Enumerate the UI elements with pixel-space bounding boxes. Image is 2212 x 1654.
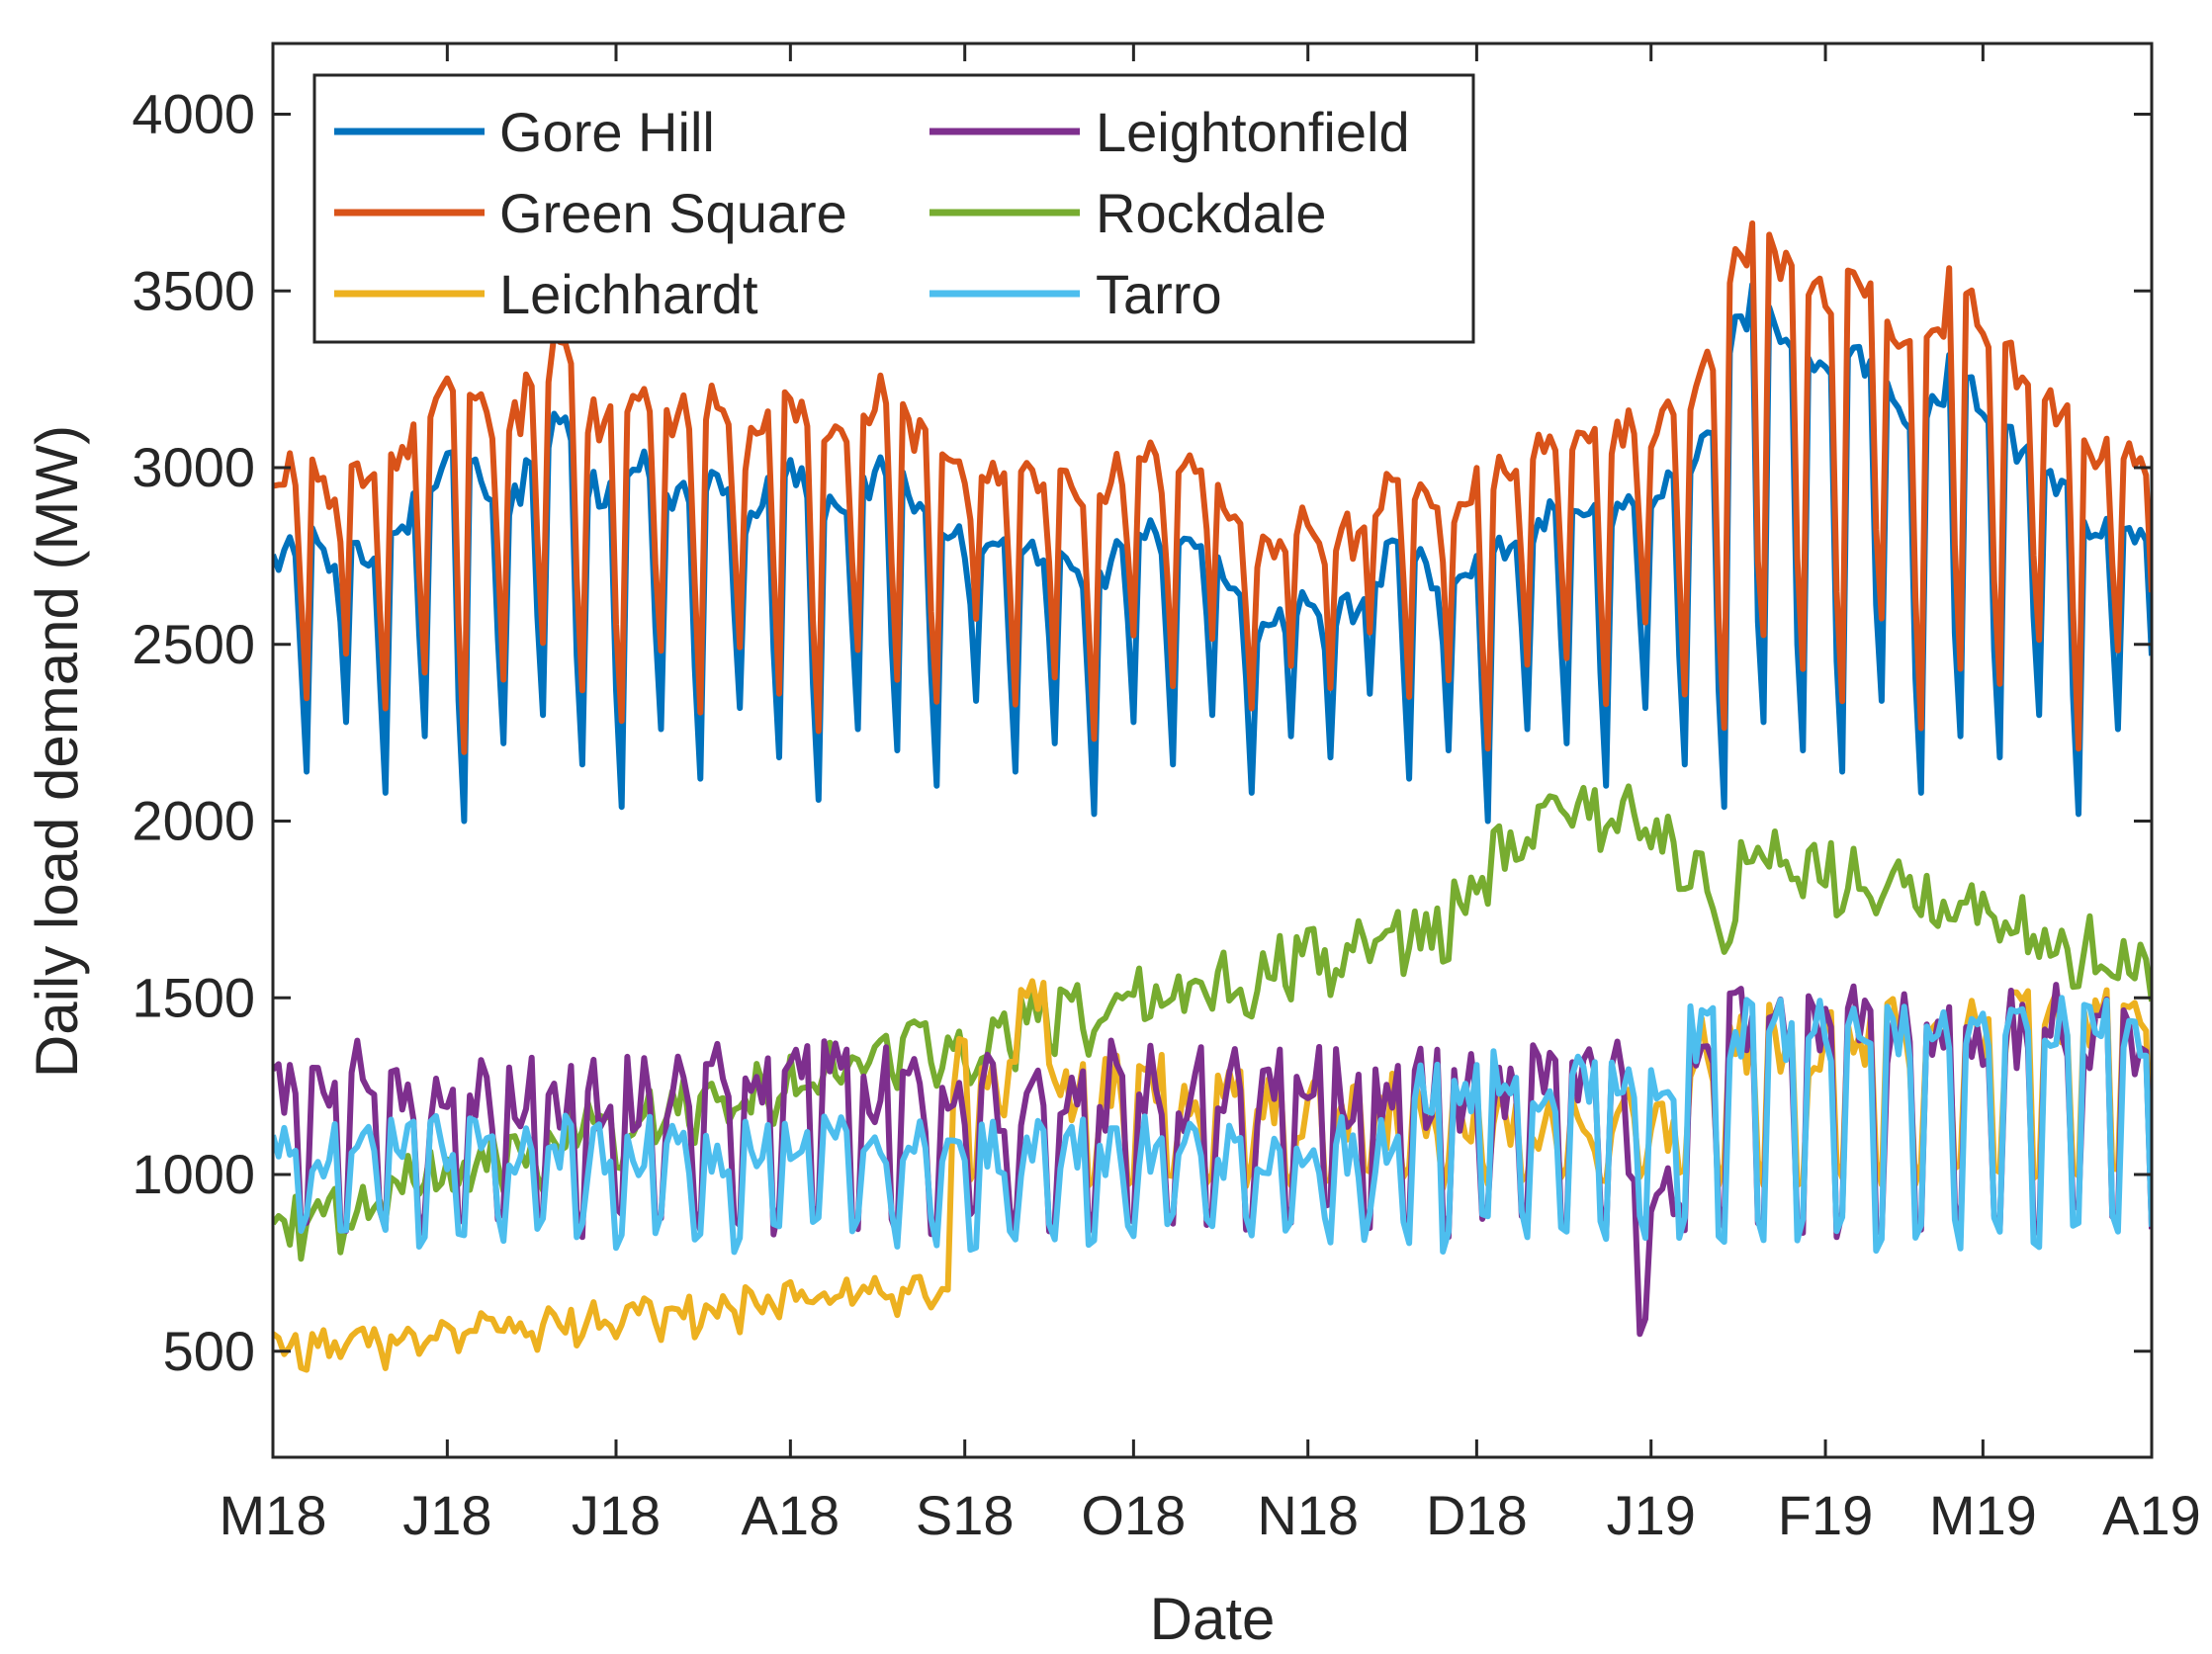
legend-label-tarro: Tarro: [1096, 263, 1222, 325]
legend-label-leichhardt: Leichhardt: [499, 263, 758, 325]
x-tick-label: M18: [220, 1484, 327, 1546]
y-tick-label: 2500: [132, 613, 255, 675]
y-tick-label: 3500: [132, 259, 255, 321]
legend-item-leightonfield: Leightonfield: [929, 101, 1410, 163]
legend-item-tarro: Tarro: [929, 263, 1222, 325]
x-tick-label: O18: [1081, 1484, 1186, 1546]
x-tick-label: J18: [402, 1484, 491, 1546]
legend-item-rockdale: Rockdale: [929, 182, 1326, 244]
legend-label-green-square: Green Square: [499, 182, 847, 244]
x-tick-label: S18: [916, 1484, 1015, 1546]
x-tick-label: J18: [572, 1484, 661, 1546]
y-tick-labels: 500 1000 1500 2000 2500 3000 3500 4000: [132, 83, 255, 1382]
series-layer: [273, 220, 2152, 1373]
y-axis-label: Daily load demand (MW): [24, 425, 90, 1078]
axis-layer: [271, 42, 2154, 1459]
x-axis-label: Date: [1150, 1586, 1276, 1652]
axes-frame: [271, 42, 2154, 1459]
x-tick-label: A18: [742, 1484, 841, 1546]
y-tick-label: 500: [163, 1320, 255, 1382]
legend-item-green-square: Green Square: [334, 182, 847, 244]
x-tick-label: A19: [2102, 1484, 2201, 1546]
x-tick-label: N18: [1257, 1484, 1359, 1546]
y-tick-label: 3000: [132, 436, 255, 498]
legend-label-rockdale: Rockdale: [1096, 182, 1326, 244]
legend: Gore Hill Green Square Leichhardt Leight…: [312, 73, 1475, 344]
legend-item-gore-hill: Gore Hill: [334, 101, 715, 163]
x-tick-label: F19: [1778, 1484, 1874, 1546]
legend-label-leightonfield: Leightonfield: [1096, 101, 1410, 163]
x-tick-label: D18: [1426, 1484, 1528, 1546]
y-tick-label: 2000: [132, 790, 255, 852]
x-tick-labels: M18 J18 J18 A18 S18 O18 N18 D18 J19 F19 M19 A19: [220, 1484, 2201, 1546]
y-tick-label: 1500: [132, 966, 255, 1028]
x-tick-label: M19: [1929, 1484, 2037, 1546]
series-line-green-square: [273, 220, 2152, 755]
y-tick-label: 1000: [132, 1143, 255, 1205]
legend-item-leichhardt: Leichhardt: [334, 263, 758, 325]
legend-label-gore-hill: Gore Hill: [499, 101, 715, 163]
y-tick-label: 4000: [132, 83, 255, 145]
series-line-tarro: [273, 995, 2152, 1256]
legend-box: [312, 73, 1475, 344]
x-tick-label: J19: [1607, 1484, 1696, 1546]
